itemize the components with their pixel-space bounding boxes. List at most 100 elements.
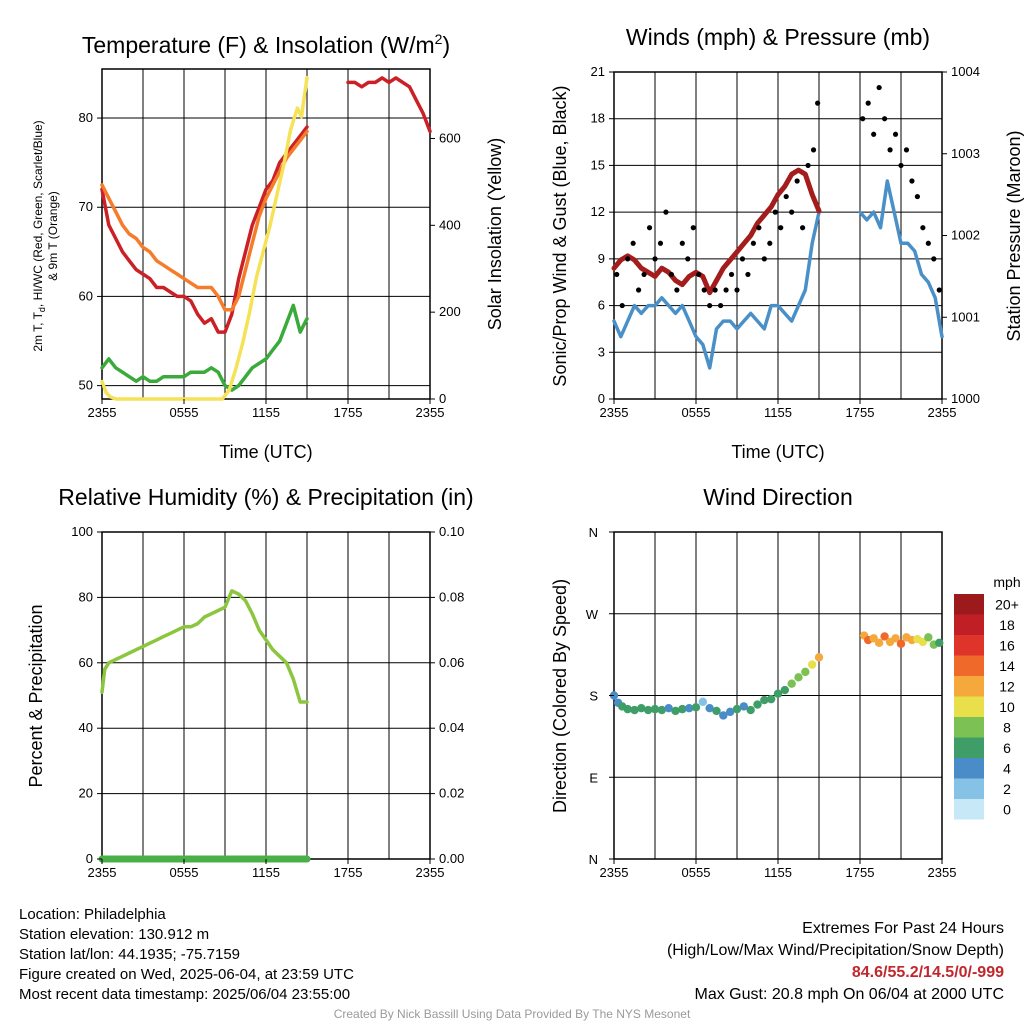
temperature-xlabel: Time (UTC) — [219, 442, 312, 462]
gust-point — [625, 256, 631, 262]
y-right-tick-label: 0.02 — [439, 786, 464, 801]
y-tick-label: N — [589, 525, 598, 540]
colorbar-tick-label: 10 — [999, 699, 1015, 715]
winds-title: Winds (mph) & Pressure (mb) — [626, 24, 930, 50]
colorbar-tick-label: 0 — [1003, 801, 1011, 817]
gust-point — [805, 162, 811, 169]
temperature-ylabel-left: 2m T, Td, HI/WC (Red, Green, Scarlet/Blu… — [31, 120, 47, 351]
extremes-info: Extremes For Past 24 Hours (High/Low/Max… — [667, 918, 1004, 1006]
y-right-tick-label: 1001 — [951, 309, 980, 324]
x-tick-label: 0555 — [170, 865, 199, 880]
x-tick-label: 0555 — [682, 405, 711, 420]
elevation-text: Station elevation: 130.912 m — [19, 926, 210, 943]
extremes-values: 84.6/55.2/14.5/0/-999 — [851, 964, 1004, 981]
temperature-title: Temperature (F) & Insolation (W/m2) — [82, 31, 450, 58]
winds-ylabel-right: Station Pressure (Maroon) — [1004, 130, 1024, 341]
gust-point — [739, 256, 746, 262]
gust-point — [701, 287, 707, 293]
temperature-grid — [102, 69, 430, 399]
gust-point — [712, 287, 718, 293]
colorbar-tick-label: 8 — [1003, 719, 1011, 735]
gust-point — [810, 147, 817, 153]
gust-point — [800, 225, 806, 231]
y-tick-label: 60 — [79, 655, 93, 670]
gust-point — [794, 178, 800, 184]
colorbar-tick-label: 16 — [999, 637, 1015, 653]
extremes-subtitle: (High/Low/Max Wind/Precipitation/Snow De… — [666, 942, 1004, 959]
direction-point — [725, 707, 735, 717]
wind-direction-ylabel: Direction (Colored By Speed) — [550, 579, 570, 813]
direction-point — [891, 634, 900, 643]
x-tick-label: 1755 — [334, 865, 363, 880]
y-tick-label: 80 — [79, 110, 93, 125]
direction-point — [739, 702, 749, 711]
gust-point — [887, 147, 893, 153]
gust-point — [892, 131, 899, 137]
y-right-tick-label: 1003 — [951, 146, 980, 161]
temperature-ylabel-left-2: & 9m T (Orange) — [46, 191, 60, 281]
gust-point — [630, 240, 636, 246]
y-tick-label: 100 — [71, 524, 93, 539]
direction-point — [896, 639, 906, 648]
winds-series — [611, 84, 944, 370]
direction-point — [623, 704, 632, 714]
direction-point — [746, 705, 755, 715]
humidity-title: Relative Humidity (%) & Precipitation (i… — [58, 484, 473, 510]
gust-point — [652, 256, 658, 262]
colorbar-tick-label: 6 — [1003, 740, 1011, 756]
y-right-tick-label: 400 — [439, 217, 461, 232]
winds-ticks: 2355 0555 1155 1755 235503691215182110001001… — [591, 64, 980, 420]
gust-point — [718, 302, 724, 309]
y-tick-label: 0 — [86, 851, 93, 866]
colorbar-tick-label: 18 — [999, 617, 1015, 633]
x-tick-label: 2355 — [928, 405, 957, 420]
colorbar-label: mph — [993, 574, 1020, 590]
y-right-tick-label: 200 — [439, 304, 461, 319]
direction-point — [671, 706, 680, 716]
gust-point — [657, 240, 664, 246]
gust-point — [690, 225, 696, 231]
direction-point — [698, 697, 708, 707]
gust-point — [914, 193, 921, 200]
gust-point — [646, 225, 653, 231]
gust-point — [619, 302, 625, 309]
humidity-grid — [102, 531, 430, 860]
direction-point — [773, 689, 783, 698]
colorbar-box — [954, 696, 984, 717]
y-tick-label: 20 — [79, 786, 93, 801]
x-tick-label: 2355 — [88, 405, 117, 420]
direction-point — [780, 685, 790, 695]
direction-point — [814, 653, 824, 662]
temperature-series — [100, 75, 432, 401]
y-tick-label: N — [589, 852, 598, 867]
y-tick-label: 70 — [79, 199, 93, 214]
gust-point — [734, 287, 740, 293]
colorbar-tick-label: 12 — [999, 678, 1015, 694]
direction-point — [874, 638, 884, 648]
y-tick-label: 21 — [591, 64, 605, 79]
x-tick-label: 2355 — [416, 405, 445, 420]
direction-point — [643, 705, 653, 715]
recent-text: Most recent data timestamp: 2025/06/04 2… — [19, 986, 351, 1003]
wind-direction-title: Wind Direction — [703, 484, 853, 510]
x-tick-label: 2355 — [88, 865, 117, 880]
gust-point — [920, 225, 926, 231]
station-info: Location: Philadelphia Station elevation… — [19, 905, 354, 1005]
y-tick-label: 0 — [598, 391, 605, 406]
gust-point — [761, 256, 767, 262]
y-tick-label: 40 — [79, 720, 93, 735]
y-tick-label: 18 — [591, 111, 605, 126]
gust-point — [728, 271, 735, 278]
y-right-tick-label: 0.00 — [439, 851, 464, 866]
y-right-tick-label: 0 — [439, 391, 446, 406]
y-tick-label: 3 — [598, 344, 605, 359]
direction-point — [684, 704, 694, 713]
winds-xlabel: Time (UTC) — [731, 442, 824, 462]
y-right-tick-label: 1002 — [951, 228, 980, 243]
gust-point — [871, 131, 877, 137]
gust-point — [707, 302, 713, 309]
colorbar-box — [954, 655, 984, 676]
created-text: Figure created on Wed, 2025-06-04, at 23… — [19, 966, 354, 983]
latlon-text: Station lat/lon: 44.1935; -75.7159 — [19, 946, 241, 963]
